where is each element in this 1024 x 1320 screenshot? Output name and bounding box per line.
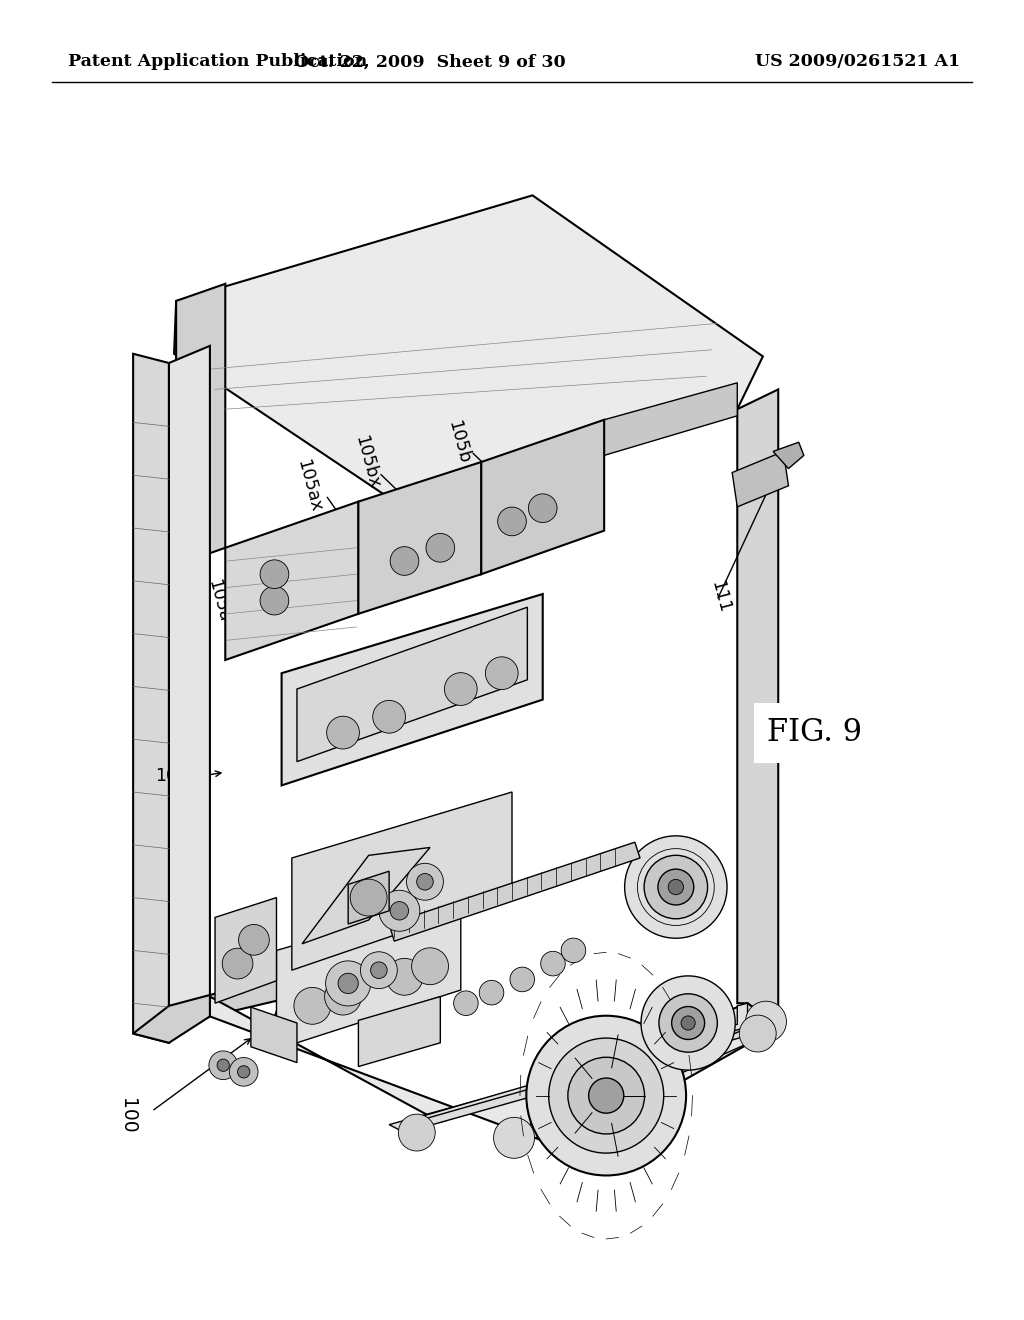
Text: 100: 100 [119,1098,137,1133]
Text: 110: 110 [559,1098,578,1133]
Circle shape [360,952,397,989]
Text: 111: 111 [707,578,733,615]
Text: 105ax: 105ax [294,458,325,513]
Polygon shape [133,354,169,1043]
Circle shape [390,902,409,920]
Polygon shape [176,284,225,565]
Polygon shape [389,842,640,941]
Circle shape [217,1059,229,1072]
Circle shape [326,961,371,1006]
Circle shape [510,968,535,991]
Circle shape [407,863,443,900]
Circle shape [739,1015,776,1052]
Text: Oct. 22, 2009  Sheet 9 of 30: Oct. 22, 2009 Sheet 9 of 30 [294,54,566,70]
Polygon shape [215,898,276,1003]
Polygon shape [174,195,763,508]
Polygon shape [169,346,210,1034]
Text: 105b: 105b [444,418,473,466]
Circle shape [325,978,361,1015]
Circle shape [260,560,289,589]
Text: 105: 105 [156,767,188,785]
Circle shape [541,952,565,975]
Circle shape [549,1038,664,1154]
Circle shape [294,987,331,1024]
Circle shape [412,948,449,985]
Polygon shape [404,1003,748,1125]
Bar [754,702,874,763]
Circle shape [390,546,419,576]
Text: FIG. 9: FIG. 9 [767,717,861,748]
Circle shape [327,717,359,748]
Text: 117: 117 [307,940,334,977]
Circle shape [589,1078,624,1113]
Circle shape [398,1114,435,1151]
Text: US 2009/0261521 A1: US 2009/0261521 A1 [755,54,961,70]
Polygon shape [358,462,481,614]
Circle shape [658,994,718,1052]
Circle shape [658,869,694,906]
Circle shape [338,973,358,994]
Circle shape [568,1057,644,1134]
Circle shape [260,586,289,615]
Polygon shape [732,451,788,507]
Polygon shape [737,389,778,1027]
Circle shape [681,1016,695,1030]
Circle shape [625,836,727,939]
Polygon shape [389,1023,778,1133]
Text: 116: 116 [360,953,387,990]
Polygon shape [210,997,778,1148]
Circle shape [454,991,478,1015]
Polygon shape [297,607,527,762]
Circle shape [417,874,433,890]
Polygon shape [773,442,804,469]
Polygon shape [604,383,737,455]
Circle shape [222,948,253,979]
Circle shape [444,673,477,705]
Polygon shape [292,792,512,970]
Circle shape [485,657,518,689]
Circle shape [672,1007,705,1039]
Text: Patent Application Publication: Patent Application Publication [68,54,368,70]
Circle shape [526,1015,686,1176]
Text: 105bx: 105bx [351,433,382,491]
Circle shape [561,939,586,962]
Circle shape [641,975,735,1071]
Polygon shape [302,847,430,944]
Text: FIG. 9: FIG. 9 [767,717,861,748]
Circle shape [379,890,420,932]
Polygon shape [225,502,358,660]
Circle shape [426,533,455,562]
Circle shape [669,879,684,895]
Polygon shape [348,871,389,924]
Circle shape [745,1001,786,1043]
Circle shape [371,962,387,978]
Circle shape [386,958,423,995]
Polygon shape [481,420,604,574]
Circle shape [644,855,708,919]
Polygon shape [133,960,379,1043]
Circle shape [229,1057,258,1086]
Circle shape [528,494,557,523]
Text: FIG. 9: FIG. 9 [767,717,861,748]
Polygon shape [276,898,461,1049]
Circle shape [498,507,526,536]
Circle shape [373,701,406,733]
Circle shape [479,981,504,1005]
Circle shape [209,1051,238,1080]
Circle shape [350,879,387,916]
Polygon shape [282,594,543,785]
Circle shape [239,924,269,956]
Circle shape [238,1065,250,1078]
Polygon shape [251,1007,297,1063]
Circle shape [494,1117,535,1159]
Polygon shape [358,997,440,1067]
Text: 105a: 105a [204,577,232,624]
